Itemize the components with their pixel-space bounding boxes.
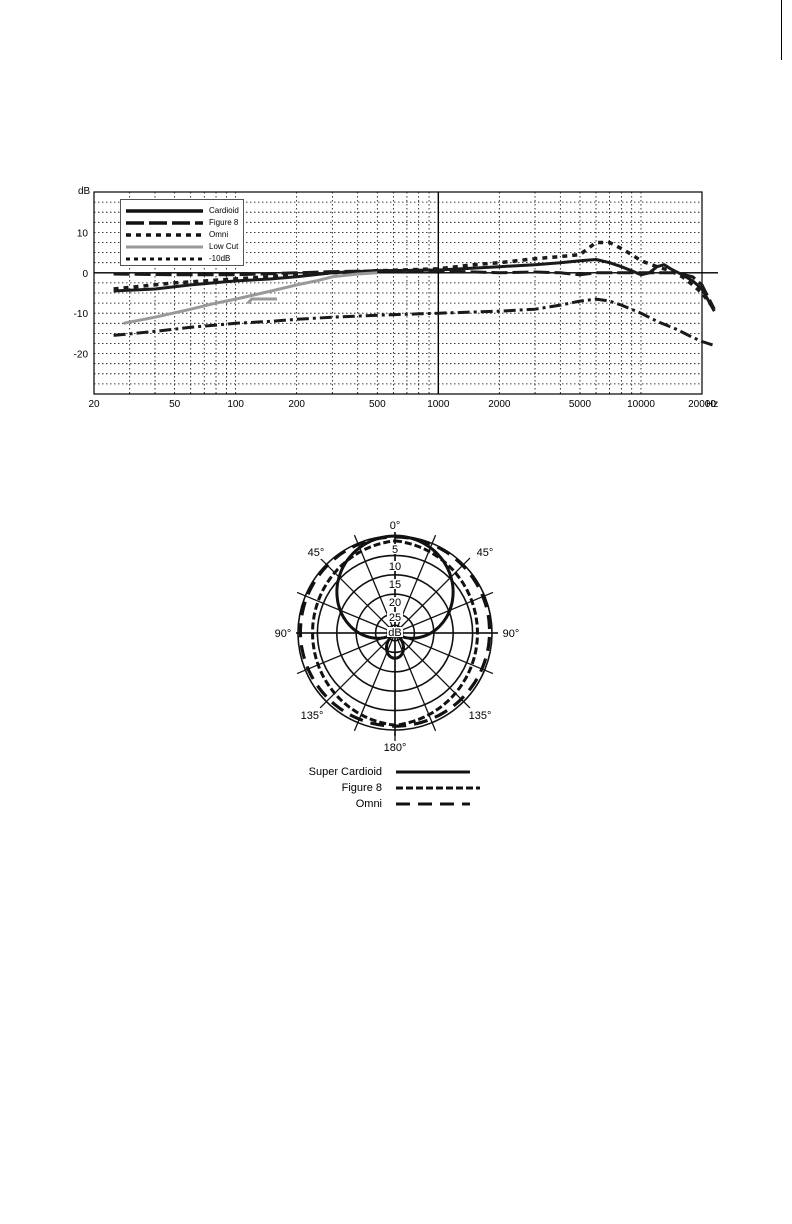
chart-series-group [113, 240, 716, 347]
legend-item-figure8: Figure 8 [125, 217, 241, 229]
polar-radial-label-bg [387, 561, 403, 571]
polar-spoke [319, 632, 396, 709]
legend-item-omni: Omni [125, 229, 241, 241]
polar-spoke [394, 557, 471, 634]
x-tick-label: 1000 [427, 399, 450, 410]
polar-angle-label-bg [382, 741, 408, 754]
polar-radial-label: 10 [389, 561, 401, 573]
legend-label: Omni [209, 230, 229, 239]
series-line-5 [113, 297, 715, 347]
y-tick-label: -20 [74, 350, 89, 361]
polar-legend-item-omni: Omni [290, 797, 490, 811]
chart-legend: Cardioid Figure 8 Omni Low Cut -10dB [120, 199, 244, 266]
x-tick-label: 500 [369, 399, 386, 410]
polar-spoke [296, 591, 396, 634]
legend-item-cardioid: Cardioid [125, 205, 241, 217]
x-tick-label: 20 [88, 399, 100, 410]
polar-angle-label: 90° [503, 628, 520, 640]
polar-angle-label-bg [498, 627, 524, 640]
polar-legend-item-super-cardioid: Super Cardioid [290, 765, 490, 779]
legend-label: Figure 8 [209, 218, 239, 227]
polar-angle-label: 45° [308, 547, 325, 559]
polar-angle-label: 45° [477, 547, 494, 559]
polar-legend: Super Cardioid Figure 8 Omni [290, 765, 490, 815]
polar-radial-label: 25 [389, 612, 401, 624]
polar-super-cardioid-line [335, 534, 455, 660]
legend-item-low-cut: Low Cut [125, 241, 241, 253]
polar-legend-label: Super Cardioid [308, 766, 382, 778]
polar-radial-label: 5 [392, 544, 398, 556]
polar-angle-label: 90° [275, 628, 292, 640]
legend-label: -10dB [209, 254, 231, 263]
polar-angle-label-bg [467, 709, 493, 722]
polar-labels: 0° 45° 45° 90° 90° 135° 135° 180° 5 10 15 20 25 dB [270, 519, 524, 754]
polar-figure8-line [311, 539, 479, 727]
polar-legend-label: Figure 8 [341, 782, 382, 794]
polar-radial-label: dB [388, 627, 401, 639]
x-tick-label: 10000 [627, 399, 655, 410]
x-tick-label: 100 [227, 399, 244, 410]
polar-spoke [394, 591, 494, 634]
polar-radial-label: 15 [389, 579, 401, 591]
series-line-3 [113, 240, 716, 311]
legend-label: Cardioid [209, 206, 239, 215]
polar-angle-label: 135° [301, 710, 324, 722]
polar-angle-label: 0° [390, 520, 401, 532]
polar-legend-item-figure8: Figure 8 [290, 781, 490, 795]
y-tick-label: 10 [77, 228, 89, 239]
low-cut-step-fragment [246, 297, 278, 305]
polar-angle-label-bg [303, 546, 329, 559]
y-tick-label: -10 [74, 309, 89, 320]
x-tick-label: 5000 [569, 399, 592, 410]
polar-radial-label-bg [387, 544, 403, 554]
polar-angle-label-bg [472, 546, 498, 559]
polar-angle-label: 180° [384, 742, 407, 754]
polar-angle-label: 135° [469, 710, 492, 722]
y-tick-label: 0 [82, 269, 88, 280]
legend-item-minus10db: -10dB [125, 253, 241, 265]
polar-spoke [394, 632, 471, 709]
x-tick-label: 20000 [688, 399, 716, 410]
series-line-1 [113, 258, 716, 312]
polar-radial-label-bg [387, 579, 403, 589]
polar-radial-label-bg [387, 627, 403, 637]
x-tick-label: 2000 [488, 399, 511, 410]
x-tick-label: 200 [288, 399, 305, 410]
x-tick-label: 50 [169, 399, 181, 410]
polar-series-group [298, 534, 492, 728]
polar-radial-label-bg [387, 612, 403, 622]
page-corner-mark [781, 0, 782, 60]
polar-legend-label: Omni [355, 798, 382, 810]
polar-spoke [319, 557, 396, 634]
polar-angle-label-bg [270, 627, 296, 640]
polar-radial-label: 20 [389, 597, 401, 609]
polar-radial-label-bg [387, 597, 403, 607]
y-axis-title: dB [78, 186, 91, 197]
polar-angle-label-bg [299, 709, 325, 722]
x-axis-unit: Hz [706, 399, 718, 410]
series-line-4 [123, 271, 378, 325]
polar-angle-label-bg [382, 519, 408, 532]
legend-label: Low Cut [209, 242, 239, 251]
